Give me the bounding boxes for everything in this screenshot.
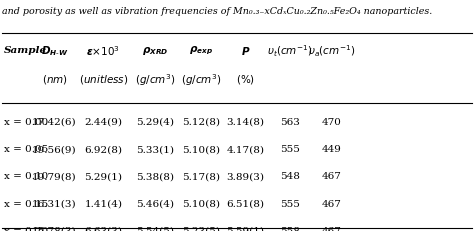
Text: 470: 470: [322, 118, 342, 127]
Text: $(nm)$: $(nm)$: [42, 73, 67, 86]
Text: $\bfit{\rho}_{XRD}$: $\bfit{\rho}_{XRD}$: [142, 45, 169, 57]
Text: $\bfit{\varepsilon}$$\times$$10^3$: $\bfit{\varepsilon}$$\times$$10^3$: [86, 44, 120, 58]
Text: 555: 555: [280, 145, 300, 154]
Text: 5.10(8): 5.10(8): [182, 200, 220, 209]
Text: $(\%)$: $(\%)$: [236, 73, 255, 86]
Text: 1.41(4): 1.41(4): [84, 200, 122, 209]
Text: 5.46(4): 5.46(4): [137, 200, 174, 209]
Text: 17.42(6): 17.42(6): [32, 118, 77, 127]
Text: 467: 467: [322, 200, 342, 209]
Text: 467: 467: [322, 227, 342, 231]
Text: 3.14(8): 3.14(8): [227, 118, 264, 127]
Text: 5.29(1): 5.29(1): [84, 173, 122, 181]
Text: $\bfit{D}_{H\text{-}W}$: $\bfit{D}_{H\text{-}W}$: [41, 44, 68, 58]
Text: 4.17(8): 4.17(8): [227, 145, 264, 154]
Text: 5.38(8): 5.38(8): [137, 173, 174, 181]
Text: $\bfit{\rho}_{exp}$: $\bfit{\rho}_{exp}$: [190, 45, 213, 57]
Text: 5.59(1): 5.59(1): [227, 227, 264, 231]
Text: 563: 563: [280, 118, 300, 127]
Text: 558: 558: [280, 227, 300, 231]
Text: 6.63(3): 6.63(3): [84, 227, 122, 231]
Text: 6.92(8): 6.92(8): [84, 145, 122, 154]
Text: 5.29(4): 5.29(4): [137, 118, 174, 127]
Text: 548: 548: [280, 173, 300, 181]
Text: 19.56(9): 19.56(9): [32, 145, 77, 154]
Text: 5.12(8): 5.12(8): [182, 118, 220, 127]
Text: x = 0.20: x = 0.20: [4, 227, 48, 231]
Text: 449: 449: [322, 145, 342, 154]
Text: 5.54(5): 5.54(5): [137, 227, 174, 231]
Text: x = 0.00: x = 0.00: [4, 118, 48, 127]
Text: 5.23(5): 5.23(5): [182, 227, 220, 231]
Text: 5.33(1): 5.33(1): [137, 145, 174, 154]
Text: x = 0.05: x = 0.05: [4, 145, 48, 154]
Text: x = 0.15: x = 0.15: [4, 200, 48, 209]
Text: 3.89(3): 3.89(3): [227, 173, 264, 181]
Text: x = 0.10: x = 0.10: [4, 173, 48, 181]
Text: 5.10(8): 5.10(8): [182, 145, 220, 154]
Text: $\bfit{P}$: $\bfit{P}$: [241, 45, 250, 57]
Text: $(g/cm^3)$: $(g/cm^3)$: [135, 72, 176, 88]
Text: $(g/cm^3)$: $(g/cm^3)$: [181, 72, 222, 88]
Text: 6.51(8): 6.51(8): [227, 200, 264, 209]
Text: $(unitless)$: $(unitless)$: [79, 73, 128, 86]
Text: and porosity as well as vibration frequencies of Mn₀.₃₋xCdₓCu₀.₂Zn₀.₅Fe₂O₄ nanop: and porosity as well as vibration freque…: [2, 7, 433, 16]
Text: $\upsilon_t(cm^{-1})$: $\upsilon_t(cm^{-1})$: [267, 43, 313, 58]
Text: 19.79(8): 19.79(8): [32, 173, 77, 181]
Text: 467: 467: [322, 173, 342, 181]
Text: 5.17(8): 5.17(8): [182, 173, 220, 181]
Text: $\upsilon_a(cm^{-1})$: $\upsilon_a(cm^{-1})$: [308, 43, 356, 58]
Text: 15.78(3): 15.78(3): [32, 227, 77, 231]
Text: 2.44(9): 2.44(9): [84, 118, 122, 127]
Text: Sample: Sample: [4, 46, 47, 55]
Text: 16.31(3): 16.31(3): [32, 200, 77, 209]
Text: 555: 555: [280, 200, 300, 209]
